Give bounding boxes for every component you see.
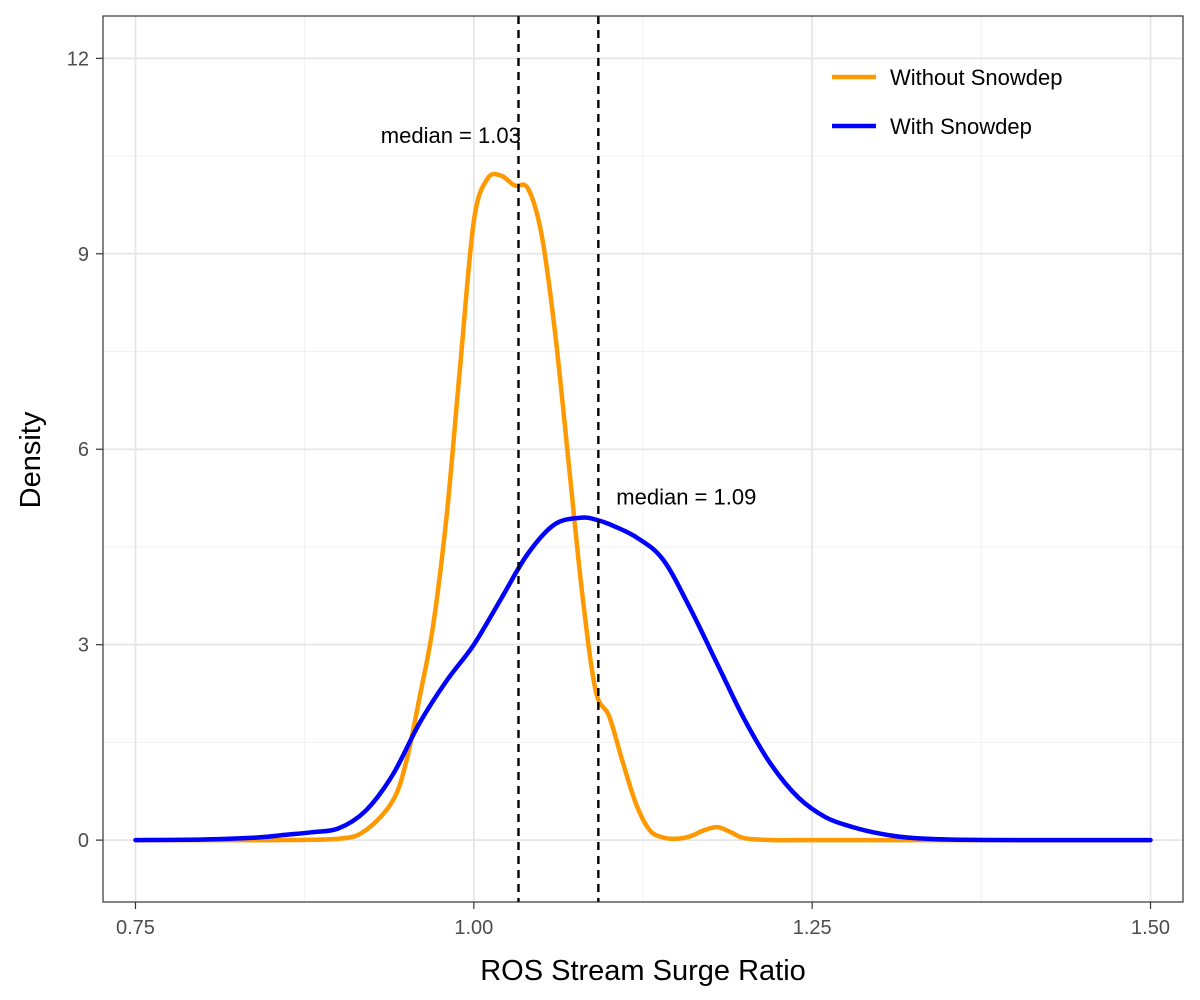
median-annotation: median = 1.03 <box>381 123 521 148</box>
annotations: median = 1.03 median = 1.09 <box>381 123 757 510</box>
x-axis-title: ROS Stream Surge Ratio <box>480 955 806 987</box>
x-tick-label: 1.25 <box>793 917 832 939</box>
y-tick-label: 6 <box>78 439 89 461</box>
median-annotation: median = 1.09 <box>616 485 756 510</box>
series-layer <box>133 171 1153 843</box>
legend-label: With Snowdep <box>890 114 1032 139</box>
x-tick-label: 1.50 <box>1131 917 1170 939</box>
x-axis-ticks: 0.75 1.00 1.25 1.50 <box>116 902 1170 939</box>
panel-border <box>102 15 1184 903</box>
x-tick-label: 0.75 <box>116 917 155 939</box>
y-tick-label: 9 <box>78 244 89 266</box>
legend-label: Without Snowdep <box>890 65 1062 90</box>
y-axis-ticks: 0 3 6 9 12 <box>67 48 103 852</box>
grid-minor <box>103 16 1183 902</box>
y-tick-label: 0 <box>78 830 89 852</box>
y-tick-label: 12 <box>67 48 89 70</box>
x-tick-label: 1.00 <box>454 917 493 939</box>
y-axis-title: Density <box>15 411 47 508</box>
density-line-with-snowdep <box>133 515 1153 843</box>
y-tick-label: 3 <box>78 635 89 657</box>
median-lines <box>517 16 600 902</box>
legend: Without Snowdep With Snowdep <box>832 65 1062 139</box>
